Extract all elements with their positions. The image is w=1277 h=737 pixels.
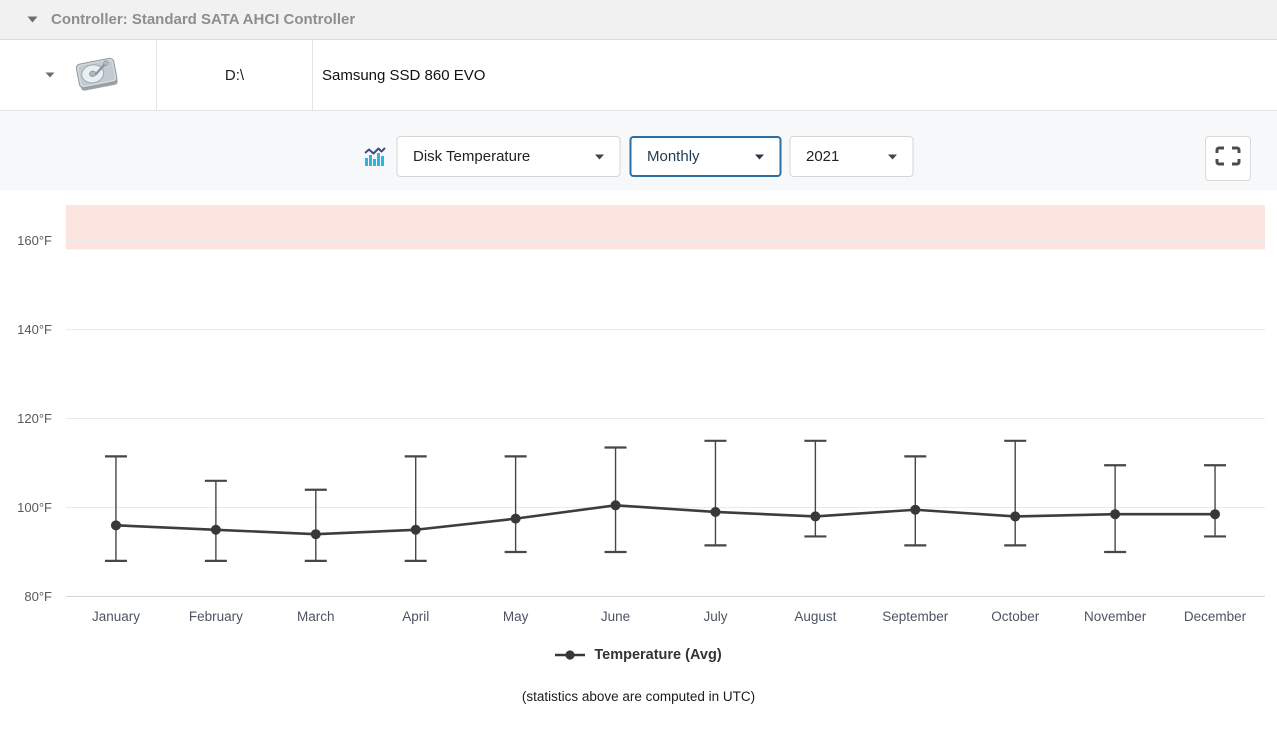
chart-point[interactable] — [510, 513, 521, 524]
disk-model: Samsung SSD 860 EVO — [322, 66, 486, 84]
year-select-value: 2021 — [806, 148, 840, 165]
collapse-controller-icon[interactable] — [27, 16, 38, 23]
disk-row: D:\ Samsung SSD 860 EVO — [0, 40, 1277, 111]
y-axis-label: 120°F — [17, 411, 52, 426]
danger-zone-band — [66, 205, 1265, 250]
chart-point[interactable] — [1010, 511, 1021, 522]
controller-header: Controller: Standard SATA AHCI Controlle… — [0, 0, 1277, 40]
x-axis-label: November — [1084, 609, 1147, 624]
chart-point[interactable] — [110, 520, 121, 531]
chart-point[interactable] — [410, 524, 421, 535]
y-axis-label: 80°F — [24, 589, 52, 604]
x-axis-label: April — [402, 609, 429, 624]
period-select[interactable]: Monthly — [629, 136, 781, 177]
x-axis-label: May — [503, 609, 529, 624]
collapse-disk-icon[interactable] — [45, 72, 55, 78]
drive-letter-cell: D:\ — [157, 40, 313, 110]
x-axis-label: July — [703, 609, 727, 624]
metric-select-value: Disk Temperature — [413, 148, 531, 165]
x-axis-label: March — [297, 609, 335, 624]
y-axis-label: 160°F — [17, 233, 52, 248]
x-axis-label: September — [882, 609, 949, 624]
chart-toolbar: Disk Temperature Monthly 2021 — [0, 111, 1277, 190]
x-axis-label: December — [1184, 609, 1247, 624]
chart-point[interactable] — [210, 524, 221, 535]
chart-point[interactable] — [610, 500, 621, 511]
chart-legend[interactable]: Temperature (Avg) — [0, 647, 1277, 663]
chart-point[interactable] — [910, 504, 921, 515]
chart-point[interactable] — [1110, 509, 1121, 520]
hard-disk-icon — [72, 53, 122, 97]
y-axis-label: 100°F — [17, 500, 52, 515]
fullscreen-button[interactable] — [1205, 136, 1251, 181]
chart-section: 80°F 100°F 120°F 140°F 160°F January February M… — [0, 190, 1277, 704]
temperature-avg-line — [114, 503, 1217, 536]
controller-title: Controller: Standard SATA AHCI Controlle… — [51, 11, 356, 28]
stats-chart-icon — [364, 147, 385, 166]
x-axis-label: January — [92, 609, 140, 624]
chevron-down-icon — [754, 154, 764, 160]
temperature-chart: 80°F 100°F 120°F 140°F 160°F January February M… — [17, 205, 1265, 624]
fullscreen-icon — [1215, 146, 1241, 171]
chart-point[interactable] — [310, 529, 321, 540]
chevron-down-icon — [887, 154, 897, 160]
period-select-value: Monthly — [647, 148, 700, 165]
x-axis-label: June — [601, 609, 630, 624]
chart-footnote: (statistics above are computed in UTC) — [521, 689, 756, 704]
year-select[interactable]: 2021 — [789, 136, 913, 177]
x-axis-label: October — [991, 609, 1040, 624]
chart-point[interactable] — [810, 511, 821, 522]
legend-line-marker-icon — [555, 649, 586, 661]
chevron-down-icon — [594, 154, 604, 160]
x-axis-label: August — [794, 609, 836, 624]
chart-controls: Disk Temperature Monthly 2021 — [364, 136, 913, 177]
drive-letter: D:\ — [224, 66, 245, 84]
chart-point[interactable] — [710, 506, 721, 517]
legend-label: Temperature (Avg) — [594, 647, 722, 663]
chart-point[interactable] — [1210, 509, 1221, 520]
x-axis-label: February — [189, 609, 243, 624]
disk-model-cell: Samsung SSD 860 EVO — [313, 40, 1277, 110]
metric-select[interactable]: Disk Temperature — [396, 136, 620, 177]
y-axis-label: 140°F — [17, 322, 52, 337]
disk-toggle-cell — [0, 40, 157, 110]
